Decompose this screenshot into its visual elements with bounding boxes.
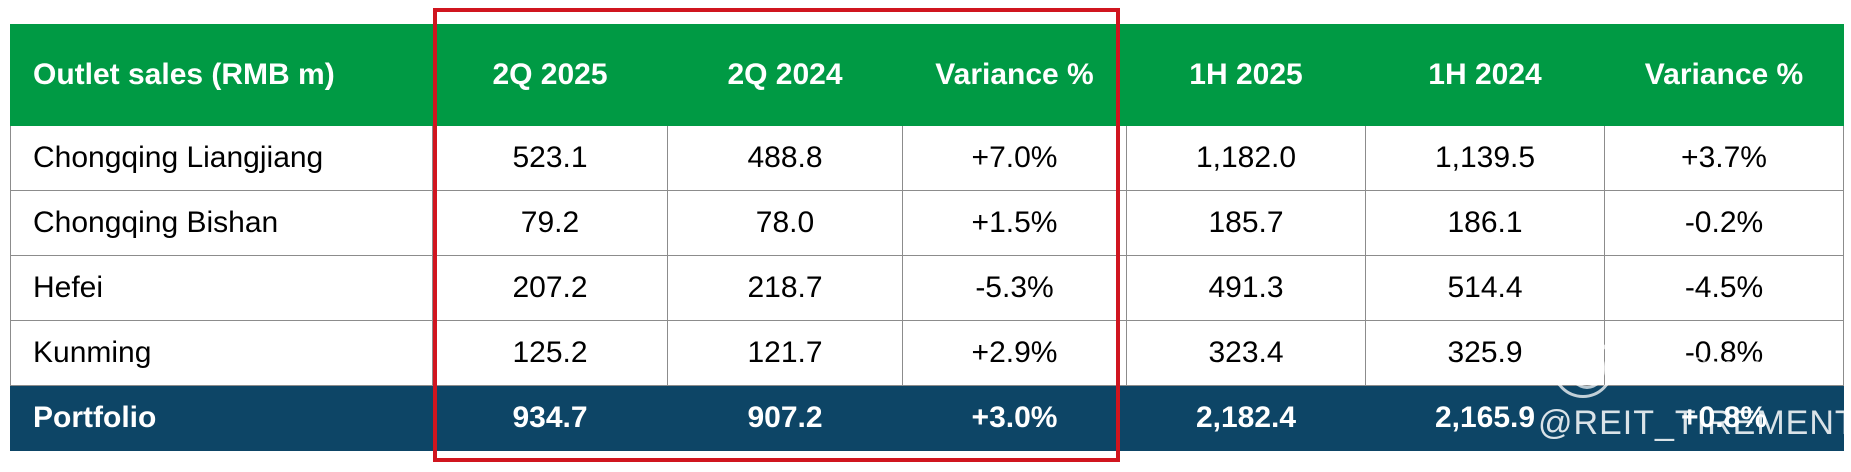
cell-variance-quarter: +1.5% <box>902 190 1127 256</box>
total-variance-half: +0.8% <box>1604 385 1844 451</box>
cell-2q-2025: 207.2 <box>432 255 668 321</box>
cell-2q-2024: 218.7 <box>667 255 903 321</box>
portfolio-total-row: Portfolio 934.7 907.2 +3.0% 2,182.4 2,16… <box>10 385 1844 451</box>
cell-variance-half: +3.7% <box>1604 125 1844 191</box>
header-variance-quarter: Variance % <box>902 24 1127 126</box>
cell-2q-2025: 125.2 <box>432 320 668 386</box>
cell-1h-2025: 185.7 <box>1126 190 1366 256</box>
cell-2q-2024: 78.0 <box>667 190 903 256</box>
cell-1h-2025: 1,182.0 <box>1126 125 1366 191</box>
cell-1h-2024: 514.4 <box>1365 255 1605 321</box>
header-2q-2024: 2Q 2024 <box>667 24 903 126</box>
header-2q-2025: 2Q 2025 <box>432 24 668 126</box>
header-row: Outlet sales (RMB m) 2Q 2025 2Q 2024 Var… <box>10 24 1844 126</box>
cell-1h-2025: 491.3 <box>1126 255 1366 321</box>
portfolio-label: Portfolio <box>10 385 433 451</box>
cell-2q-2025: 523.1 <box>432 125 668 191</box>
cell-1h-2024: 1,139.5 <box>1365 125 1605 191</box>
total-1h-2024: 2,165.9 <box>1365 385 1605 451</box>
cell-variance-half: -0.8% <box>1604 320 1844 386</box>
cell-variance-half: -4.5% <box>1604 255 1844 321</box>
cell-variance-quarter: -5.3% <box>902 255 1127 321</box>
cell-2q-2024: 121.7 <box>667 320 903 386</box>
outlet-name: Chongqing Bishan <box>10 190 433 256</box>
outlet-name: Hefei <box>10 255 433 321</box>
cell-2q-2024: 488.8 <box>667 125 903 191</box>
total-variance-quarter: +3.0% <box>902 385 1127 451</box>
cell-1h-2025: 323.4 <box>1126 320 1366 386</box>
header-1h-2024: 1H 2024 <box>1365 24 1605 126</box>
watermark-community: Tiger Community <box>1626 353 1816 380</box>
outlet-sales-table: Outlet sales (RMB m) 2Q 2025 2Q 2024 Var… <box>10 24 1844 451</box>
cell-2q-2025: 79.2 <box>432 190 668 256</box>
outlet-name: Chongqing Liangjiang <box>10 125 433 191</box>
cell-variance-quarter: +7.0% <box>902 125 1127 191</box>
header-1h-2025: 1H 2025 <box>1126 24 1366 126</box>
cell-variance-half: -0.2% <box>1604 190 1844 256</box>
total-2q-2025: 934.7 <box>432 385 668 451</box>
cell-1h-2024: 186.1 <box>1365 190 1605 256</box>
table-row: Chongqing Bishan 79.2 78.0 +1.5% 185.7 1… <box>10 190 1844 256</box>
table-row: Hefei 207.2 218.7 -5.3% 491.3 514.4 -4.5… <box>10 255 1844 321</box>
header-outlet-sales: Outlet sales (RMB m) <box>10 24 433 126</box>
total-2q-2024: 907.2 <box>667 385 903 451</box>
tiger-logo-icon <box>1552 336 1614 398</box>
total-1h-2025: 2,182.4 <box>1126 385 1366 451</box>
table-row: Chongqing Liangjiang 523.1 488.8 +7.0% 1… <box>10 125 1844 191</box>
watermark-handle: @REIT_TIREMENT <box>1538 404 1851 442</box>
cell-variance-quarter: +2.9% <box>902 320 1127 386</box>
outlet-name: Kunming <box>10 320 433 386</box>
header-variance-half: Variance % <box>1604 24 1844 126</box>
